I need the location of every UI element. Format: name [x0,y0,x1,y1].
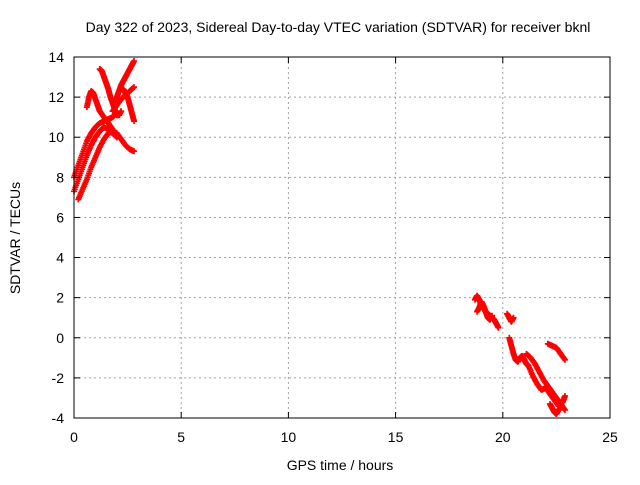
data-point [131,58,138,65]
data-point [131,118,138,125]
x-tick-label: 25 [602,429,618,445]
data-point [118,108,125,115]
x-tick-label: 5 [177,429,185,445]
y-tick-label: -4 [52,410,65,426]
y-tick-label: 14 [48,49,64,65]
data-point [113,134,120,141]
y-tick-label: 0 [56,330,64,346]
series-arc-d [83,88,120,141]
x-tick-label: 0 [70,429,78,445]
plot-frame [73,56,611,419]
x-axis-label: GPS time / hours [287,457,394,473]
data-point [489,312,496,319]
data-point [495,324,502,331]
y-tick-label: 6 [56,209,64,225]
data-points [71,58,568,417]
series-arc-o [544,340,568,363]
x-tick-label: 10 [281,429,297,445]
series-arc-j [474,298,496,323]
data-point [561,406,568,413]
x-tick-label: 15 [388,429,404,445]
y-tick-label: 8 [56,169,64,185]
chart-title: Day 322 of 2023, Sidereal Day-to-day VTE… [86,19,591,35]
x-tick-label: 20 [495,429,511,445]
y-tick-label: 10 [48,129,64,145]
y-tick-label: -2 [52,370,65,386]
gridlines [74,57,610,418]
series-arc-h [109,84,138,115]
data-point [561,356,568,363]
data-point [561,392,568,399]
data-point [131,148,138,155]
data-point [131,84,138,91]
y-tick-label: 4 [56,250,64,266]
axis-ticks: 0 5 10 15 20 25 -4 -2 0 2 4 6 8 10 12 14 [48,49,618,445]
series-arc-p [546,400,564,417]
y-axis-label: SDTVAR / TECUs [7,182,23,294]
data-point [557,404,564,411]
series-arc-n [525,362,568,409]
y-tick-label: 12 [48,89,64,105]
series-arc-k [504,310,517,325]
y-tick-label: 2 [56,290,64,306]
data-point [510,314,517,321]
